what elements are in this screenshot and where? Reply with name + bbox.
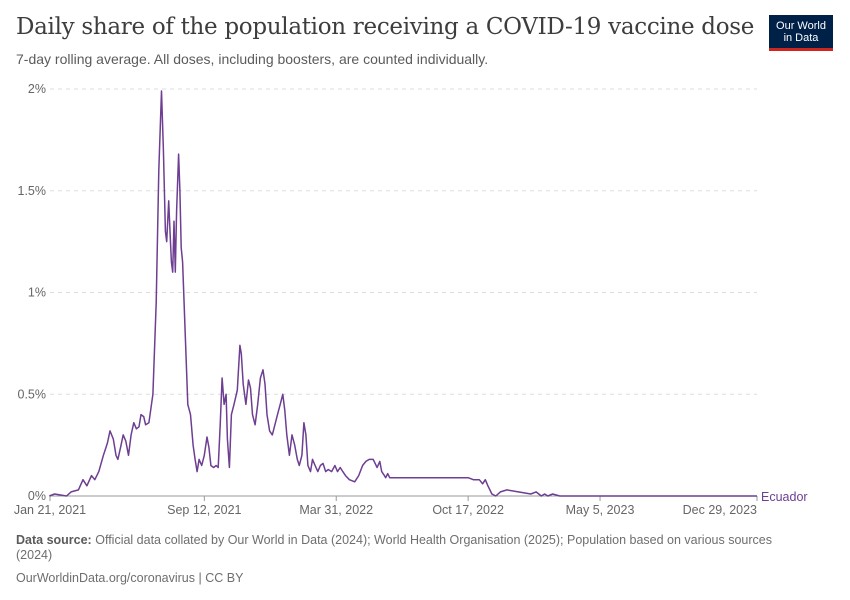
series-lines: Ecuador	[49, 90, 808, 504]
y-tick-label: 1.5%	[18, 184, 47, 198]
logo-line-1: Our World	[776, 20, 826, 32]
x-tick-label: May 5, 2023	[566, 503, 635, 517]
series-label: Ecuador	[761, 490, 808, 504]
x-tick-label: Jan 21, 2021	[14, 503, 86, 517]
y-tick-label: 1%	[28, 286, 46, 300]
x-tick-label: Sep 12, 2021	[167, 503, 241, 517]
x-tick-label: Mar 31, 2022	[299, 503, 373, 517]
x-tick-label: Dec 29, 2023	[683, 503, 757, 517]
owid-logo[interactable]: Our World in Data	[769, 15, 833, 51]
y-tick-label: 0.5%	[18, 387, 47, 401]
data-source-text: Official data collated by Our World in D…	[16, 533, 772, 562]
chart-subtitle: 7-day rolling average. All doses, includ…	[16, 51, 489, 67]
series-line-ecuador	[49, 90, 757, 497]
y-tick-label: 2%	[28, 82, 46, 96]
data-source-label: Data source:	[16, 533, 92, 547]
x-axis-tick-labels: Jan 21, 2021 Sep 12, 2021 Mar 31, 2022 Oct …	[14, 496, 758, 517]
data-source-note: Data source: Official data collated by O…	[16, 533, 776, 563]
y-tick-label: 0%	[28, 489, 46, 503]
chart-title: Daily share of the population receiving …	[16, 14, 755, 40]
y-axis-tick-labels: 0% 0.5% 1% 1.5% 2%	[18, 82, 47, 503]
x-tick-label: Oct 17, 2022	[432, 503, 504, 517]
source-url[interactable]: OurWorldinData.org/coronavirus | CC BY	[16, 571, 244, 585]
logo-line-2: in Data	[783, 32, 819, 44]
line-chart: 0% 0.5% 1% 1.5% 2% Jan 21, 2021 Sep 12, 2021 M…	[14, 82, 808, 517]
